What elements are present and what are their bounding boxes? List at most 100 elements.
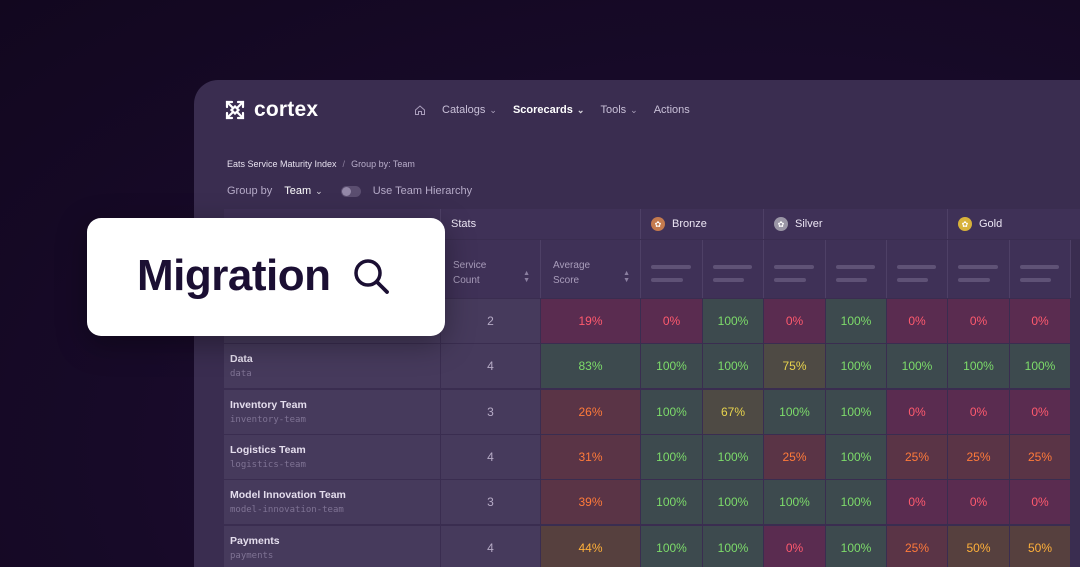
average-score-cell[interactable]: 83% bbox=[541, 344, 641, 390]
sort-icon[interactable]: ▲ ▼ bbox=[523, 270, 530, 284]
rule-score-cell[interactable]: 0% bbox=[641, 299, 703, 344]
skeleton-placeholder bbox=[713, 265, 752, 269]
skeleton-placeholder bbox=[1020, 265, 1059, 269]
silver-medal-icon: ✿ bbox=[774, 217, 788, 231]
nav-actions[interactable]: Actions bbox=[654, 104, 690, 116]
subheader-service-count[interactable]: Service Count ▲ ▼ bbox=[441, 240, 541, 298]
subheader-average-score[interactable]: Average Score ▲ ▼ bbox=[541, 240, 641, 298]
rule-subheader[interactable] bbox=[764, 240, 826, 298]
rule-score-cell[interactable]: 100% bbox=[887, 344, 948, 390]
rule-score-cell[interactable]: 0% bbox=[764, 299, 826, 344]
table-row[interactable]: Inventory Team inventory-team 3 26% 100% 67% 1… bbox=[224, 389, 1080, 435]
rule-score-cell[interactable]: 75% bbox=[764, 344, 826, 390]
header-stats-label: Stats bbox=[451, 218, 477, 230]
rule-score-cell[interactable]: 100% bbox=[641, 480, 703, 526]
average-score-cell[interactable]: 39% bbox=[541, 480, 641, 526]
team-slug: inventory-team bbox=[230, 414, 306, 425]
rule-score-cell[interactable]: 100% bbox=[764, 389, 826, 435]
team-name-cell[interactable]: Inventory Team inventory-team bbox=[224, 389, 441, 435]
rule-score-cell[interactable]: 100% bbox=[764, 480, 826, 526]
rule-score-cell[interactable]: 25% bbox=[764, 434, 826, 480]
brand-logo[interactable]: cortex bbox=[224, 98, 318, 122]
breadcrumb-scorecard-link[interactable]: Eats Service Maturity Index bbox=[227, 159, 337, 169]
rule-score-cell[interactable]: 100% bbox=[703, 344, 764, 390]
group-by-bar: Group by Team ⌄ Use Team Hierarchy bbox=[227, 185, 472, 197]
rule-score-cell[interactable]: 100% bbox=[703, 434, 764, 480]
brand-name: cortex bbox=[254, 98, 319, 121]
nav-catalogs[interactable]: Catalogs ⌄ bbox=[442, 104, 497, 116]
rule-score-cell[interactable]: 100% bbox=[641, 344, 703, 390]
table-row[interactable]: Logistics Team logistics-team 4 31% 100% 100%… bbox=[224, 434, 1080, 480]
rule-score-cell[interactable]: 100% bbox=[1010, 344, 1071, 390]
average-score-cell[interactable]: 26% bbox=[541, 389, 641, 435]
rule-score-cell[interactable]: 100% bbox=[703, 480, 764, 526]
rule-score-cell[interactable]: 67% bbox=[703, 389, 764, 435]
rule-score-cell[interactable]: 100% bbox=[948, 344, 1010, 390]
search-overlay-card[interactable]: Migration bbox=[87, 218, 445, 336]
skeleton-placeholder bbox=[774, 265, 814, 269]
table-row[interactable]: Payments payments 4 44% 100% 100% 0% 100% 25% 50%… bbox=[224, 525, 1080, 567]
rule-score-cell[interactable]: 50% bbox=[948, 525, 1010, 567]
sort-icon[interactable]: ▲ ▼ bbox=[623, 270, 630, 284]
rule-score-cell[interactable]: 0% bbox=[764, 525, 826, 567]
rule-score-cell[interactable]: 100% bbox=[703, 299, 764, 344]
rule-subheader[interactable] bbox=[641, 240, 703, 298]
average-score-cell[interactable]: 19% bbox=[541, 299, 641, 344]
nav-menu: Catalogs ⌄ Scorecards ⌄ Tools ⌄ Actions bbox=[414, 104, 690, 116]
chevron-down-icon: ⌄ bbox=[315, 185, 323, 196]
rule-score-cell[interactable]: 25% bbox=[887, 434, 948, 480]
home-nav-button[interactable] bbox=[414, 104, 426, 116]
rule-score-cell[interactable]: 100% bbox=[641, 389, 703, 435]
rule-score-cell[interactable]: 0% bbox=[948, 299, 1010, 344]
rule-score-cell[interactable]: 50% bbox=[1010, 525, 1071, 567]
rule-subheader[interactable] bbox=[887, 240, 948, 298]
home-icon bbox=[415, 105, 425, 115]
header-bronze[interactable]: ✿ Bronze bbox=[641, 209, 764, 239]
rule-score-cell[interactable]: 100% bbox=[641, 525, 703, 567]
average-score-cell[interactable]: 44% bbox=[541, 525, 641, 567]
rule-score-cell[interactable]: 0% bbox=[1010, 480, 1071, 526]
rule-score-cell[interactable]: 0% bbox=[1010, 299, 1071, 344]
rule-score-cell[interactable]: 0% bbox=[948, 480, 1010, 526]
skeleton-placeholder bbox=[651, 265, 691, 269]
rule-score-cell[interactable]: 100% bbox=[826, 344, 887, 390]
rule-subheader[interactable] bbox=[948, 240, 1010, 298]
search-icon[interactable] bbox=[351, 256, 391, 301]
average-score-cell[interactable]: 31% bbox=[541, 434, 641, 480]
skeleton-placeholder bbox=[958, 278, 990, 282]
rule-subheader[interactable] bbox=[1010, 240, 1071, 298]
rule-score-cell[interactable]: 100% bbox=[826, 299, 887, 344]
table-row[interactable]: Data data 4 83% 100% 100% 75% 100% 100% 100% 100% bbox=[224, 344, 1080, 390]
rule-subheader[interactable] bbox=[826, 240, 887, 298]
team-name-cell[interactable]: Data data bbox=[224, 344, 441, 390]
breadcrumb-separator: / bbox=[342, 159, 346, 169]
rule-score-cell[interactable]: 0% bbox=[887, 299, 948, 344]
nav-tools[interactable]: Tools ⌄ bbox=[600, 104, 637, 116]
rule-score-cell[interactable]: 100% bbox=[826, 434, 887, 480]
average-score-line1: Average bbox=[553, 260, 591, 271]
header-silver-label: Silver bbox=[795, 218, 823, 230]
rule-score-cell[interactable]: 25% bbox=[1010, 434, 1071, 480]
rule-score-cell[interactable]: 100% bbox=[641, 434, 703, 480]
team-name-cell[interactable]: Payments payments bbox=[224, 525, 441, 567]
rule-score-cell[interactable]: 100% bbox=[826, 525, 887, 567]
team-name-cell[interactable]: Model Innovation Team model-innovation-te… bbox=[224, 480, 441, 526]
rule-subheader[interactable] bbox=[703, 240, 764, 298]
rule-score-cell[interactable]: 0% bbox=[887, 389, 948, 435]
team-hierarchy-toggle[interactable] bbox=[340, 185, 361, 197]
rule-score-cell[interactable]: 100% bbox=[703, 525, 764, 567]
nav-scorecards[interactable]: Scorecards ⌄ bbox=[513, 104, 584, 116]
rule-score-cell[interactable]: 0% bbox=[1010, 389, 1071, 435]
rule-score-cell[interactable]: 0% bbox=[887, 480, 948, 526]
rule-score-cell[interactable]: 0% bbox=[948, 389, 1010, 435]
header-silver[interactable]: ✿ Silver bbox=[764, 209, 948, 239]
header-gold[interactable]: ✿ Gold bbox=[948, 209, 1080, 239]
service-count-cell: 4 bbox=[441, 434, 541, 480]
table-row[interactable]: Model Innovation Team model-innovation-te… bbox=[224, 480, 1080, 526]
team-name-cell[interactable]: Logistics Team logistics-team bbox=[224, 434, 441, 480]
rule-score-cell[interactable]: 100% bbox=[826, 389, 887, 435]
rule-score-cell[interactable]: 100% bbox=[826, 480, 887, 526]
rule-score-cell[interactable]: 25% bbox=[948, 434, 1010, 480]
group-by-select[interactable]: Team ⌄ bbox=[284, 185, 322, 197]
rule-score-cell[interactable]: 25% bbox=[887, 525, 948, 567]
